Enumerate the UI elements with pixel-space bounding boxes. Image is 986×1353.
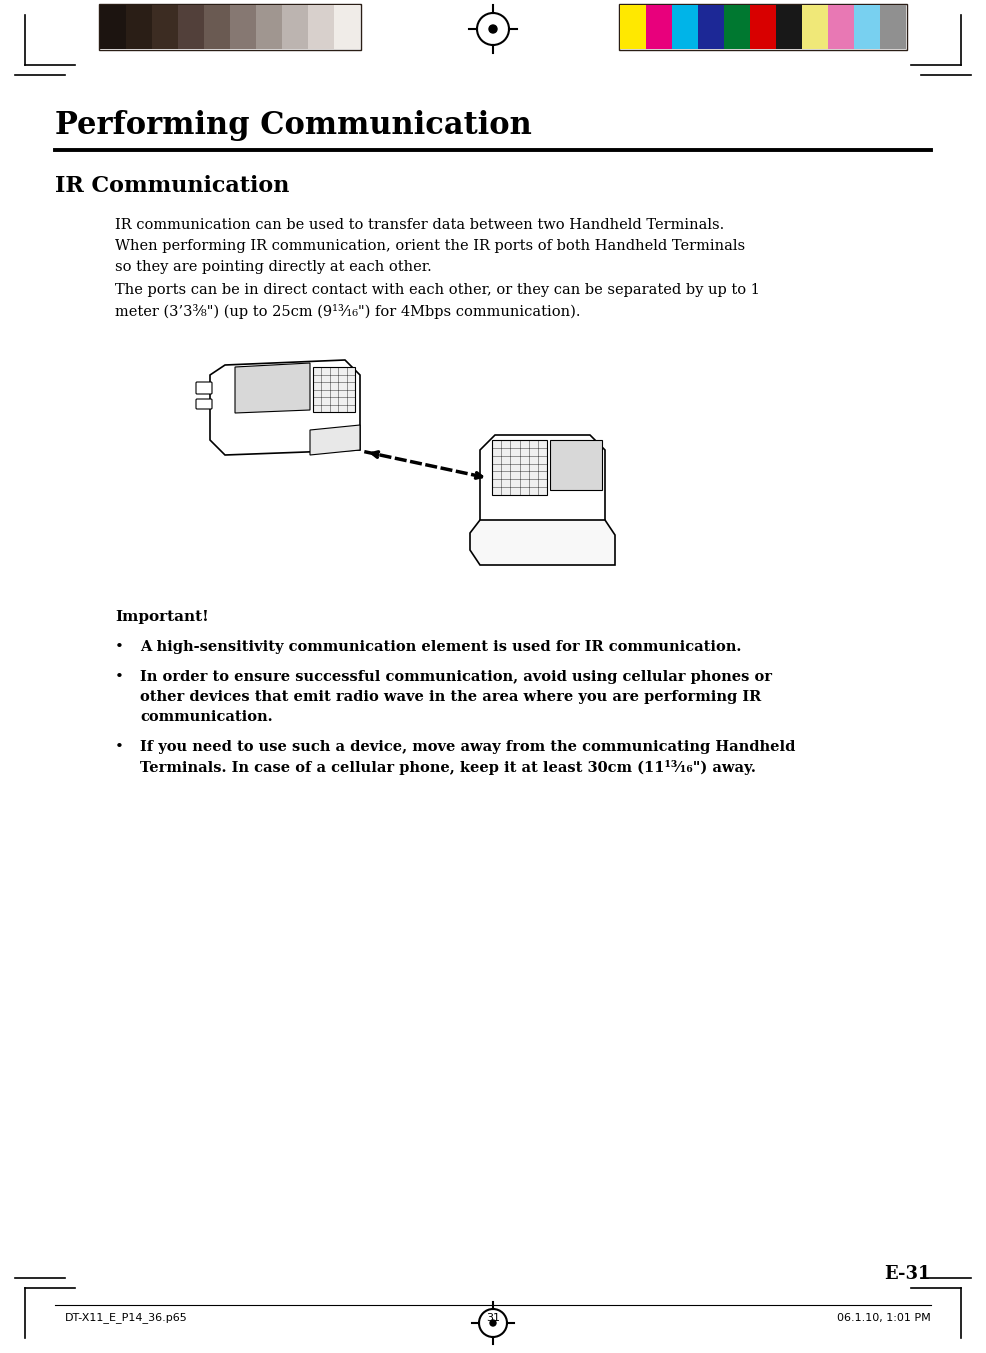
- Bar: [828, 5, 854, 49]
- Bar: [308, 5, 334, 49]
- Text: so they are pointing directly at each other.: so they are pointing directly at each ot…: [115, 260, 432, 275]
- Text: •: •: [115, 640, 124, 653]
- Text: If you need to use such a device, move away from the communicating Handheld: If you need to use such a device, move a…: [140, 740, 796, 754]
- Text: •: •: [115, 740, 124, 754]
- Bar: [204, 5, 230, 49]
- Text: In order to ensure successful communication, avoid using cellular phones or: In order to ensure successful communicat…: [140, 670, 772, 685]
- Polygon shape: [550, 440, 602, 490]
- Bar: [230, 5, 256, 49]
- Bar: [646, 5, 672, 49]
- Text: Important!: Important!: [115, 610, 209, 624]
- Text: IR communication can be used to transfer data between two Handheld Terminals.: IR communication can be used to transfer…: [115, 218, 725, 231]
- Text: communication.: communication.: [140, 710, 272, 724]
- Text: 31: 31: [486, 1312, 500, 1323]
- Bar: [672, 5, 698, 49]
- Text: E-31: E-31: [884, 1265, 931, 1283]
- Polygon shape: [480, 436, 605, 534]
- Polygon shape: [210, 360, 360, 455]
- Circle shape: [489, 24, 497, 32]
- Text: When performing IR communication, orient the IR ports of both Handheld Terminals: When performing IR communication, orient…: [115, 239, 745, 253]
- Bar: [282, 5, 308, 49]
- Bar: [99, 4, 361, 50]
- Text: •: •: [115, 670, 124, 685]
- Text: meter (3’3³⁄₈") (up to 25cm (9¹³⁄₁₆") for 4Mbps communication).: meter (3’3³⁄₈") (up to 25cm (9¹³⁄₁₆") fo…: [115, 304, 581, 319]
- Bar: [619, 4, 907, 50]
- Text: other devices that emit radio wave in the area where you are performing IR: other devices that emit radio wave in th…: [140, 690, 761, 704]
- Bar: [880, 5, 906, 49]
- Bar: [776, 5, 802, 49]
- Text: A high-sensitivity communication element is used for IR communication.: A high-sensitivity communication element…: [140, 640, 741, 653]
- FancyBboxPatch shape: [196, 382, 212, 394]
- Bar: [724, 5, 750, 49]
- Text: Terminals. In case of a cellular phone, keep it at least 30cm (11¹³⁄₁₆") away.: Terminals. In case of a cellular phone, …: [140, 760, 756, 775]
- Text: 06.1.10, 1:01 PM: 06.1.10, 1:01 PM: [837, 1312, 931, 1323]
- Bar: [256, 5, 282, 49]
- Bar: [313, 367, 355, 413]
- Polygon shape: [470, 520, 615, 566]
- Text: The ports can be in direct contact with each other, or they can be separated by : The ports can be in direct contact with …: [115, 283, 760, 298]
- Bar: [750, 5, 776, 49]
- Bar: [178, 5, 204, 49]
- Bar: [492, 440, 547, 495]
- Text: DT-X11_E_P14_36.p65: DT-X11_E_P14_36.p65: [65, 1312, 187, 1323]
- Bar: [126, 5, 152, 49]
- Bar: [698, 5, 724, 49]
- Bar: [854, 5, 880, 49]
- Bar: [152, 5, 178, 49]
- Bar: [100, 5, 126, 49]
- Polygon shape: [310, 425, 360, 455]
- Text: Performing Communication: Performing Communication: [55, 110, 531, 141]
- Bar: [620, 5, 646, 49]
- Circle shape: [490, 1321, 496, 1326]
- FancyBboxPatch shape: [196, 399, 212, 409]
- Bar: [802, 5, 828, 49]
- Text: IR Communication: IR Communication: [55, 175, 289, 198]
- Polygon shape: [235, 363, 310, 413]
- Bar: [334, 5, 360, 49]
